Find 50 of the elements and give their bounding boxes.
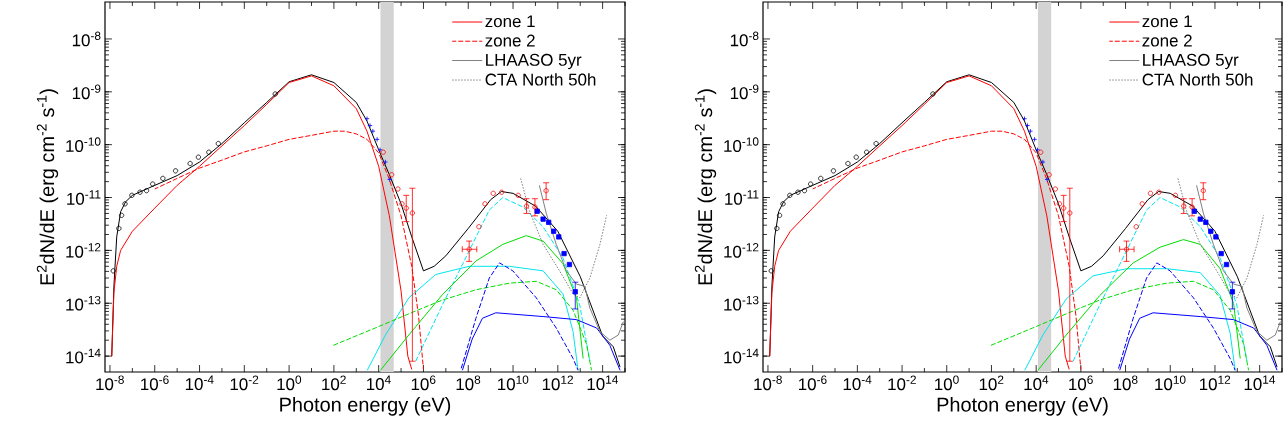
y-tick-label: 10$^{-12}$ — [724, 243, 759, 258]
y-tick-label: 10$^{-8}$ — [72, 31, 101, 47]
x-tick-label: 10$^{-6}$ — [799, 375, 827, 391]
x-tick-label: 10$^{-4}$ — [185, 375, 214, 391]
x-tick-label: 10$^{2}$ — [322, 375, 346, 391]
legend-label: zone 1 — [485, 15, 535, 28]
x-tick-label: 10$^{-8}$ — [96, 375, 124, 391]
x-axis-title: Photon energy (eV) — [280, 397, 451, 416]
x-tick-label: 10$^{10}$ — [1155, 375, 1186, 391]
x-tick-label: 10$^{14}$ — [587, 375, 619, 391]
legend-label: CTA North 50h — [1142, 73, 1253, 86]
y-tick-label: 10$^{-8}$ — [730, 31, 759, 47]
legend-label: LHAASO 5yr — [1143, 53, 1239, 70]
y-tick-label: 10$^{-13}$ — [66, 295, 101, 311]
x-tick-label: 10$^{8}$ — [456, 375, 481, 391]
y-tick-label: 10$^{-10}$ — [66, 137, 101, 153]
legend-label: CTA North 50h — [485, 73, 596, 86]
legend-label: zone 1 — [1142, 15, 1192, 28]
x-tick-label: 10$^{12}$ — [542, 375, 573, 391]
y-tick-label: 10$^{-12}$ — [66, 243, 101, 258]
x-tick-label: 10$^{2}$ — [979, 375, 1004, 391]
x-tick-label: 10$^{10}$ — [498, 375, 529, 391]
legend-label: LHAASO 5yr — [486, 53, 582, 70]
y-tick-label: 10$^{-11}$ — [725, 190, 759, 205]
x-tick-label: 10$^{4}$ — [367, 375, 391, 391]
x-tick-label: 10$^{0}$ — [935, 375, 959, 391]
y-tick-label: 10$^{-14}$ — [66, 348, 101, 364]
y-tick-label: 10$^{-14}$ — [724, 348, 759, 364]
x-tick-label: 10$^{-2}$ — [230, 375, 259, 391]
y-axis-title: E$^{2}$dN/dE (erg cm$^{-2}$ s$^{-1}$) — [694, 89, 717, 285]
x-tick-label: 10$^{4}$ — [1024, 375, 1049, 391]
legend-label: zone 2 — [485, 34, 535, 47]
y-tick-label: 10$^{-9}$ — [72, 84, 101, 100]
y-tick-label: 10$^{-9}$ — [730, 84, 759, 100]
x-tick-label: 10$^{6}$ — [411, 375, 436, 391]
x-tick-label: 10$^{8}$ — [1113, 375, 1138, 391]
x-tick-label: 10$^{-8}$ — [754, 375, 782, 391]
x-tick-label: 10$^{0}$ — [277, 375, 302, 391]
x-tick-label: 10$^{12}$ — [1200, 375, 1231, 391]
x-tick-label: 10$^{-2}$ — [888, 375, 916, 391]
y-axis-title: E$^{2}$dN/dE (erg cm$^{-2}$ s$^{-1}$) — [36, 89, 59, 285]
x-axis-title: Photon energy (eV) — [937, 397, 1108, 416]
x-tick-label: 10$^{14}$ — [1244, 375, 1276, 391]
x-tick-label: 10$^{6}$ — [1069, 375, 1093, 391]
y-tick-label: 10$^{-10}$ — [724, 137, 759, 153]
y-tick-label: 10$^{-11}$ — [67, 190, 101, 205]
legend-label: zone 2 — [1142, 34, 1192, 47]
x-tick-label: 10$^{-4}$ — [843, 375, 872, 391]
x-tick-label: 10$^{-6}$ — [141, 375, 169, 391]
y-tick-label: 10$^{-13}$ — [724, 295, 759, 311]
